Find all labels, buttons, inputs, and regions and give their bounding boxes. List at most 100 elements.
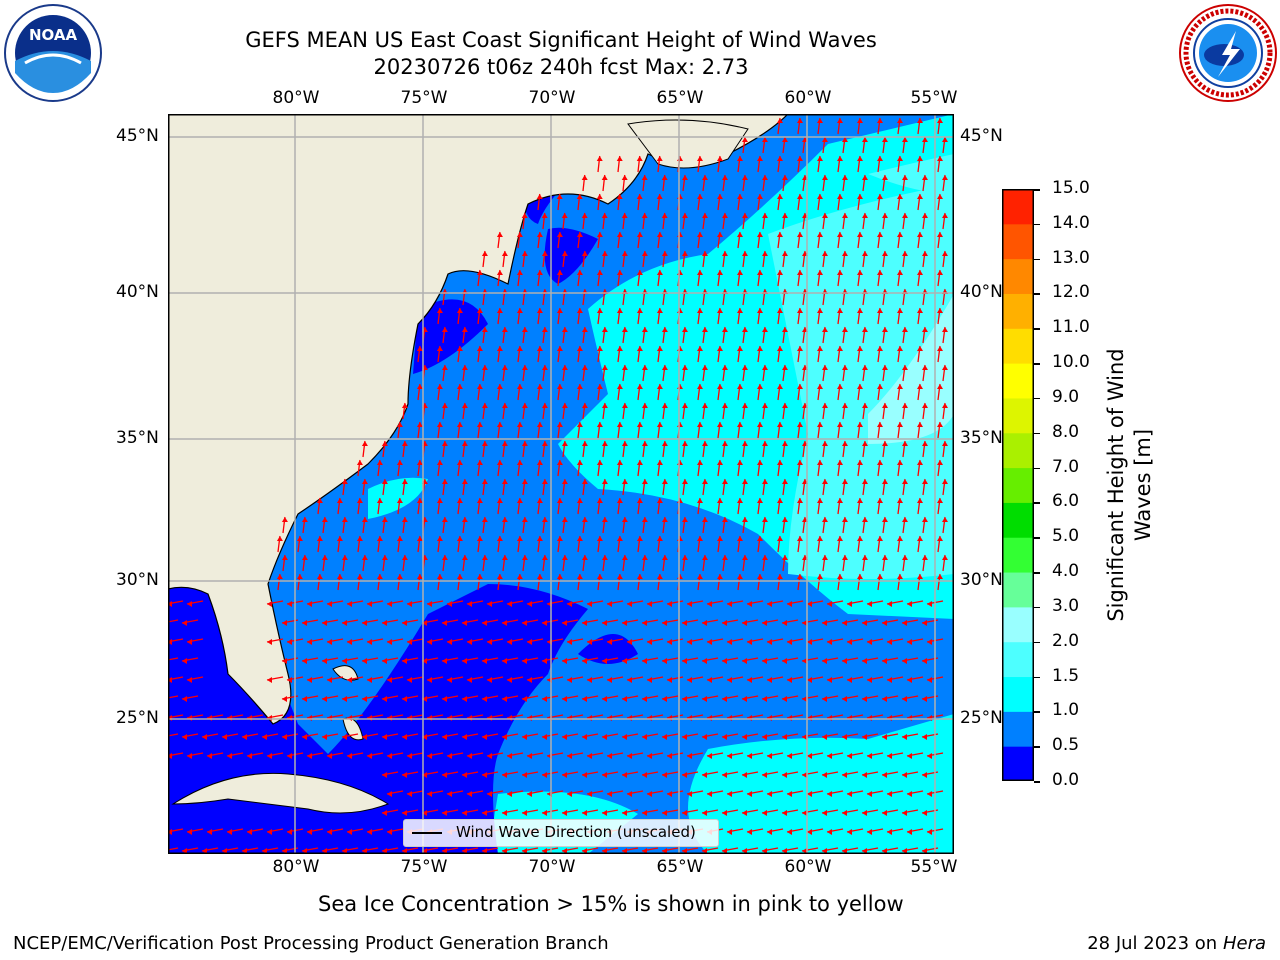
wave-direction-arrowhead <box>582 658 587 664</box>
wave-direction-arrowhead <box>387 829 392 835</box>
wave-direction-arrowhead <box>741 175 748 180</box>
wave-direction-arrowhead <box>602 734 607 740</box>
wave-direction-arrowhead <box>642 696 647 702</box>
wave-direction-arrowhead <box>656 422 663 427</box>
wave-direction-arrowhead <box>401 441 408 446</box>
wave-direction-arrowhead <box>807 753 812 759</box>
wave-direction-arrowhead <box>816 118 823 123</box>
wave-direction-arrowhead <box>567 601 572 607</box>
wave-direction-arrowhead <box>767 639 772 645</box>
wave-direction-arrowhead <box>716 270 723 275</box>
wave-direction-arrowhead <box>782 696 787 702</box>
wave-direction-arrowhead <box>456 384 463 389</box>
wave-direction-arrowhead <box>936 156 943 161</box>
wave-direction-arrowhead <box>481 251 488 256</box>
wave-direction-arrowhead <box>716 156 723 161</box>
wave-direction-arrowhead <box>842 810 847 816</box>
wave-direction-arrowhead <box>796 118 803 123</box>
wave-direction-arrowhead <box>581 213 588 218</box>
wave-direction-arrowhead <box>796 270 803 275</box>
wave-direction-arrowhead <box>522 772 527 778</box>
wave-direction-arrowhead <box>901 441 908 446</box>
colorbar-tick-label: 15.0 <box>1052 178 1090 198</box>
wave-direction-arrowhead <box>821 555 828 560</box>
wave-direction-arrowhead <box>727 677 732 683</box>
wave-direction-arrowhead <box>536 194 543 199</box>
wave-direction-arrowhead <box>267 829 272 835</box>
wave-direction-arrowhead <box>656 460 663 465</box>
wave-direction-arrowhead <box>661 175 668 180</box>
wave-direction-arrowhead <box>536 498 543 503</box>
wave-direction-arrowhead <box>307 601 312 607</box>
wave-direction-arrowhead <box>596 156 603 161</box>
wave-direction-arrowhead <box>856 498 863 503</box>
wave-direction-arrowhead <box>616 270 623 275</box>
wave-direction-arrowhead <box>667 677 672 683</box>
lon-label-bottom: 75°W <box>400 857 448 877</box>
wave-direction-arrowhead <box>247 753 252 759</box>
wave-direction-arrowhead <box>316 574 323 579</box>
wave-direction-arrowhead <box>327 601 332 607</box>
wave-direction-arrowhead <box>902 696 907 702</box>
wave-direction-arrowhead <box>861 213 868 218</box>
wave-direction-arrowhead <box>696 346 703 351</box>
wave-direction-arrowhead <box>856 232 863 237</box>
wave-direction-arrowhead <box>641 517 648 522</box>
wave-direction-arrowhead <box>802 734 807 740</box>
wave-direction-arrowhead <box>481 327 488 332</box>
wave-direction-arrowhead <box>661 517 668 522</box>
wave-direction-arrowhead <box>587 677 592 683</box>
wave-direction-arrowhead <box>342 696 347 702</box>
wave-direction-arrowhead <box>761 403 768 408</box>
wave-direction-arrowhead <box>742 810 747 816</box>
wave-direction-arrowhead <box>502 696 507 702</box>
wave-direction-arrowhead <box>596 270 603 275</box>
wave-direction-arrowhead <box>821 365 828 370</box>
wave-direction-arrowhead <box>596 498 603 503</box>
wave-direction-arrowhead <box>521 479 528 484</box>
wave-direction-arrowhead <box>716 422 723 427</box>
wave-direction-arrowhead <box>881 479 888 484</box>
wave-direction-arrowhead <box>556 536 563 541</box>
wave-direction-arrowhead <box>301 555 308 560</box>
wave-direction-arrowhead <box>762 810 767 816</box>
wave-direction-arrowhead <box>187 829 192 835</box>
wave-direction-arrowhead <box>736 346 743 351</box>
wave-direction-arrowhead <box>841 441 848 446</box>
wave-direction-arrowhead <box>847 601 852 607</box>
wave-direction-arrowhead <box>627 639 632 645</box>
wave-direction-arrowhead <box>562 620 567 626</box>
wave-direction-arrowhead <box>621 555 628 560</box>
colorbar-tick-mark <box>1034 467 1040 470</box>
wave-direction-arrowhead <box>856 422 863 427</box>
wave-direction-arrowhead <box>901 517 908 522</box>
wave-direction-arrowhead <box>807 639 812 645</box>
wave-direction-arrowhead <box>787 601 792 607</box>
wave-direction-arrowhead <box>522 734 527 740</box>
wave-direction-arrowhead <box>742 696 747 702</box>
wave-direction-arrowhead <box>901 479 908 484</box>
wave-direction-arrowhead <box>347 753 352 759</box>
wave-direction-arrowhead <box>662 696 667 702</box>
wave-direction-arrowhead <box>396 460 403 465</box>
wave-direction-arrowhead <box>341 555 348 560</box>
wave-direction-arrowhead <box>696 270 703 275</box>
wave-direction-arrowhead <box>507 753 512 759</box>
wave-direction-arrowhead <box>407 601 412 607</box>
wave-direction-arrowhead <box>507 639 512 645</box>
wave-direction-arrowhead <box>642 658 647 664</box>
wave-direction-arrowhead <box>762 620 767 626</box>
wave-height-map <box>168 114 954 854</box>
wave-direction-arrowhead <box>682 772 687 778</box>
wave-direction-arrowhead <box>756 422 763 427</box>
wave-direction-arrowhead <box>661 327 668 332</box>
wave-direction-arrowhead <box>336 536 343 541</box>
wave-direction-arrowhead <box>401 403 408 408</box>
wave-direction-arrowhead <box>227 753 232 759</box>
colorbar-tick-label: 9.0 <box>1052 386 1080 407</box>
wave-direction-arrowhead <box>182 696 187 702</box>
wave-direction-arrow <box>168 847 179 851</box>
wave-direction-arrowhead <box>536 460 543 465</box>
wave-direction-arrowhead <box>896 384 903 389</box>
wave-direction-arrowhead <box>836 460 843 465</box>
